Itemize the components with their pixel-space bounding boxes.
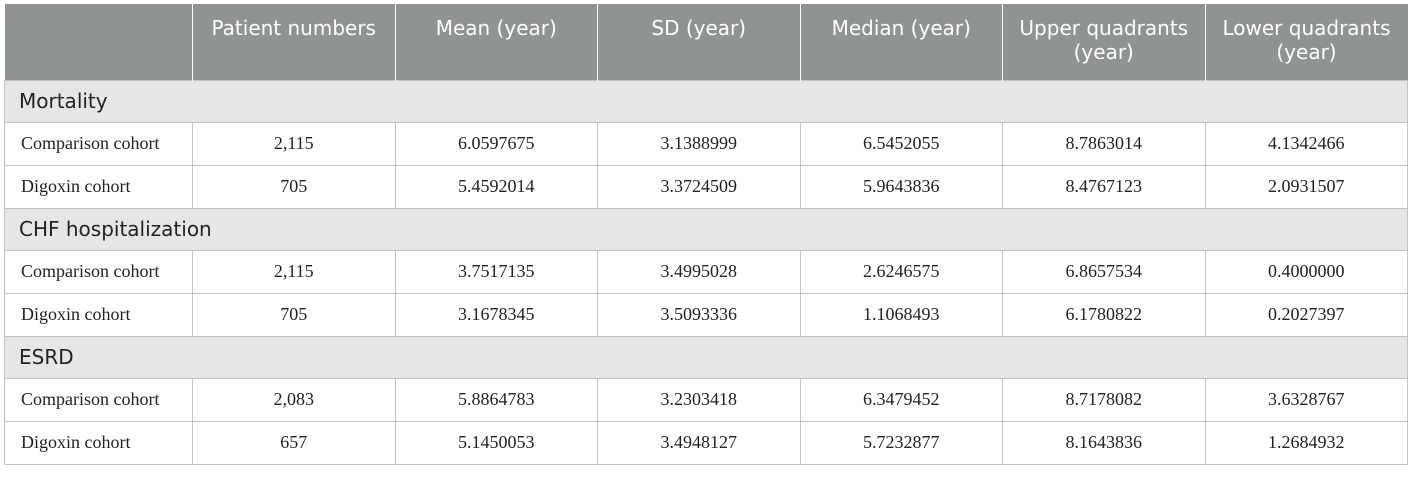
cell-lower-quadrants: 4.1342466	[1204, 121, 1408, 166]
table-row: Comparison cohort 2,115 3.7517135 3.4995…	[4, 249, 1408, 294]
cell-sd: 3.4948127	[597, 420, 801, 465]
column-header-median: Median (year)	[800, 4, 1003, 80]
cell-patient-numbers: 2,115	[192, 249, 396, 294]
column-header-lower-quadrants: Lower quadrants (year)	[1205, 4, 1408, 80]
cell-mean: 3.1678345	[394, 292, 598, 337]
cell-mean: 5.1450053	[394, 420, 598, 465]
row-label: Comparison cohort	[4, 249, 193, 294]
cell-median: 6.5452055	[799, 121, 1003, 166]
section-title: ESRD	[4, 335, 1408, 379]
row-label: Digoxin cohort	[4, 164, 193, 209]
table-row: Digoxin cohort 705 3.1678345 3.5093336 1…	[4, 292, 1408, 337]
column-header-sd: SD (year)	[597, 4, 801, 80]
cell-patient-numbers: 705	[192, 292, 396, 337]
cell-lower-quadrants: 1.2684932	[1204, 420, 1408, 465]
table-row: Comparison cohort 2,083 5.8864783 3.2303…	[4, 377, 1408, 422]
column-header-label	[4, 4, 193, 80]
data-table: Patient numbers Mean (year) SD (year) Me…	[4, 4, 1408, 465]
cell-patient-numbers: 2,115	[192, 121, 396, 166]
cell-mean: 6.0597675	[394, 121, 598, 166]
cell-mean: 5.8864783	[394, 377, 598, 422]
table-row: Digoxin cohort 657 5.1450053 3.4948127 5…	[4, 420, 1408, 465]
column-header-mean: Mean (year)	[395, 4, 598, 80]
cell-lower-quadrants: 2.0931507	[1204, 164, 1408, 209]
cell-sd: 3.1388999	[597, 121, 801, 166]
cell-sd: 3.5093336	[597, 292, 801, 337]
cell-sd: 3.2303418	[597, 377, 801, 422]
cell-patient-numbers: 705	[192, 164, 396, 209]
table-container: Patient numbers Mean (year) SD (year) Me…	[4, 4, 1408, 465]
row-label: Digoxin cohort	[4, 292, 193, 337]
cell-mean: 3.7517135	[394, 249, 598, 294]
header-row: Patient numbers Mean (year) SD (year) Me…	[4, 4, 1408, 80]
cell-median: 1.1068493	[799, 292, 1003, 337]
cell-lower-quadrants: 0.4000000	[1204, 249, 1408, 294]
cell-median: 2.6246575	[799, 249, 1003, 294]
section-row-esrd: ESRD	[4, 335, 1408, 379]
section-title: CHF hospitalization	[4, 207, 1408, 251]
cell-patient-numbers: 2,083	[192, 377, 396, 422]
cell-upper-quadrants: 8.4767123	[1002, 164, 1206, 209]
cell-median: 6.3479452	[799, 377, 1003, 422]
cell-sd: 3.3724509	[597, 164, 801, 209]
section-row-mortality: Mortality	[4, 79, 1408, 123]
cell-lower-quadrants: 3.6328767	[1204, 377, 1408, 422]
column-header-patient-numbers: Patient numbers	[192, 4, 396, 80]
cell-median: 5.9643836	[799, 164, 1003, 209]
table-row: Comparison cohort 2,115 6.0597675 3.1388…	[4, 121, 1408, 166]
section-title: Mortality	[4, 79, 1408, 123]
cell-patient-numbers: 657	[192, 420, 396, 465]
cell-mean: 5.4592014	[394, 164, 598, 209]
cell-upper-quadrants: 8.7863014	[1002, 121, 1206, 166]
cell-upper-quadrants: 6.8657534	[1002, 249, 1206, 294]
table-row: Digoxin cohort 705 5.4592014 3.3724509 5…	[4, 164, 1408, 209]
cell-upper-quadrants: 6.1780822	[1002, 292, 1206, 337]
cell-upper-quadrants: 8.7178082	[1002, 377, 1206, 422]
column-header-upper-quadrants: Upper quadrants (year)	[1002, 4, 1206, 80]
cell-median: 5.7232877	[799, 420, 1003, 465]
section-row-chf-hospitalization: CHF hospitalization	[4, 207, 1408, 251]
row-label: Digoxin cohort	[4, 420, 193, 465]
cell-upper-quadrants: 8.1643836	[1002, 420, 1206, 465]
row-label: Comparison cohort	[4, 121, 193, 166]
cell-lower-quadrants: 0.2027397	[1204, 292, 1408, 337]
cell-sd: 3.4995028	[597, 249, 801, 294]
row-label: Comparison cohort	[4, 377, 193, 422]
